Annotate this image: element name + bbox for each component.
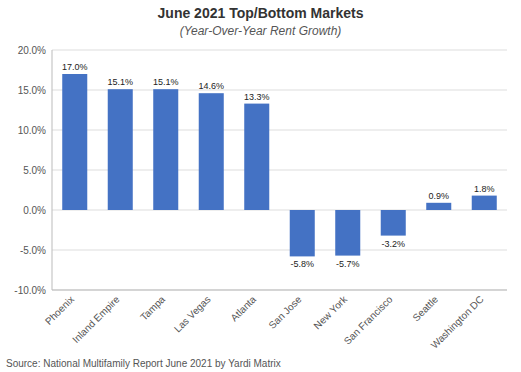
data-label: 17.0% xyxy=(62,62,88,72)
data-labels: 17.0% 15.1% 15.1% 14.6% 13.3% -5.8% -5.7% -3.2%… xyxy=(62,62,495,269)
bar xyxy=(335,210,360,256)
bar xyxy=(199,93,224,210)
data-label: 13.3% xyxy=(244,92,270,102)
bar xyxy=(381,210,406,236)
data-label: -5.8% xyxy=(290,259,314,269)
grid-line xyxy=(52,290,507,291)
x-tick-label: San Jose xyxy=(266,293,304,331)
bar xyxy=(290,210,315,256)
bar xyxy=(472,196,497,210)
x-tick-label: Las Vegas xyxy=(172,294,213,335)
y-tick-label: 0.0% xyxy=(23,205,46,216)
x-tick-label: San Francisco xyxy=(342,293,395,346)
x-axis-line xyxy=(52,290,507,291)
bars xyxy=(62,74,497,256)
x-tick-label: Seattle xyxy=(410,293,440,323)
data-label: -3.2% xyxy=(381,239,405,249)
grid-line xyxy=(52,50,507,51)
source: Source: National Multifamily Report June… xyxy=(6,358,281,369)
grid-line xyxy=(52,250,507,251)
y-tick-label: 5.0% xyxy=(23,165,46,176)
x-tick-label: Washington DC xyxy=(429,294,486,351)
x-axis: PhoenixInland Empire TampaLas Vegas Atlant… xyxy=(43,293,486,351)
bar xyxy=(108,89,133,210)
title: June 2021 Top/Bottom Markets xyxy=(158,5,364,21)
subtitle: (Year-Over-Year Rent Growth) xyxy=(180,24,342,38)
y-tick-label: -10.0% xyxy=(14,285,46,296)
y-tick-label: 10.0% xyxy=(18,125,46,136)
chart-svg: June 2021 Top/Bottom Markets (Year-Over-Y… xyxy=(0,0,521,372)
bar xyxy=(153,89,178,210)
chart-container: June 2021 Top/Bottom Markets (Year-Over-Y… xyxy=(0,0,521,372)
x-tick-label: New York xyxy=(312,293,350,331)
bar xyxy=(426,203,451,210)
y-axis: -10.0% -5.0% 0.0% 5.0% 10.0% 15.0% 20.0% xyxy=(14,45,46,296)
data-label: 15.1% xyxy=(153,77,179,87)
y-tick-label: -5.0% xyxy=(20,245,46,256)
y-tick-label: 20.0% xyxy=(18,45,46,56)
bar xyxy=(62,74,87,210)
data-label: 14.6% xyxy=(198,81,224,91)
y-axis-line xyxy=(52,50,53,290)
data-label: -5.7% xyxy=(336,259,360,269)
data-label: 1.8% xyxy=(474,184,495,194)
bar xyxy=(244,104,269,210)
data-label: 0.9% xyxy=(428,191,449,201)
x-tick-label: Inland Empire xyxy=(70,293,122,345)
grid xyxy=(52,50,507,290)
y-tick-label: 15.0% xyxy=(18,85,46,96)
data-label: 15.1% xyxy=(107,77,133,87)
x-tick-label: Phoenix xyxy=(43,294,76,327)
x-tick-label: Tampa xyxy=(138,293,167,322)
x-tick-label: Atlanta xyxy=(228,293,258,323)
